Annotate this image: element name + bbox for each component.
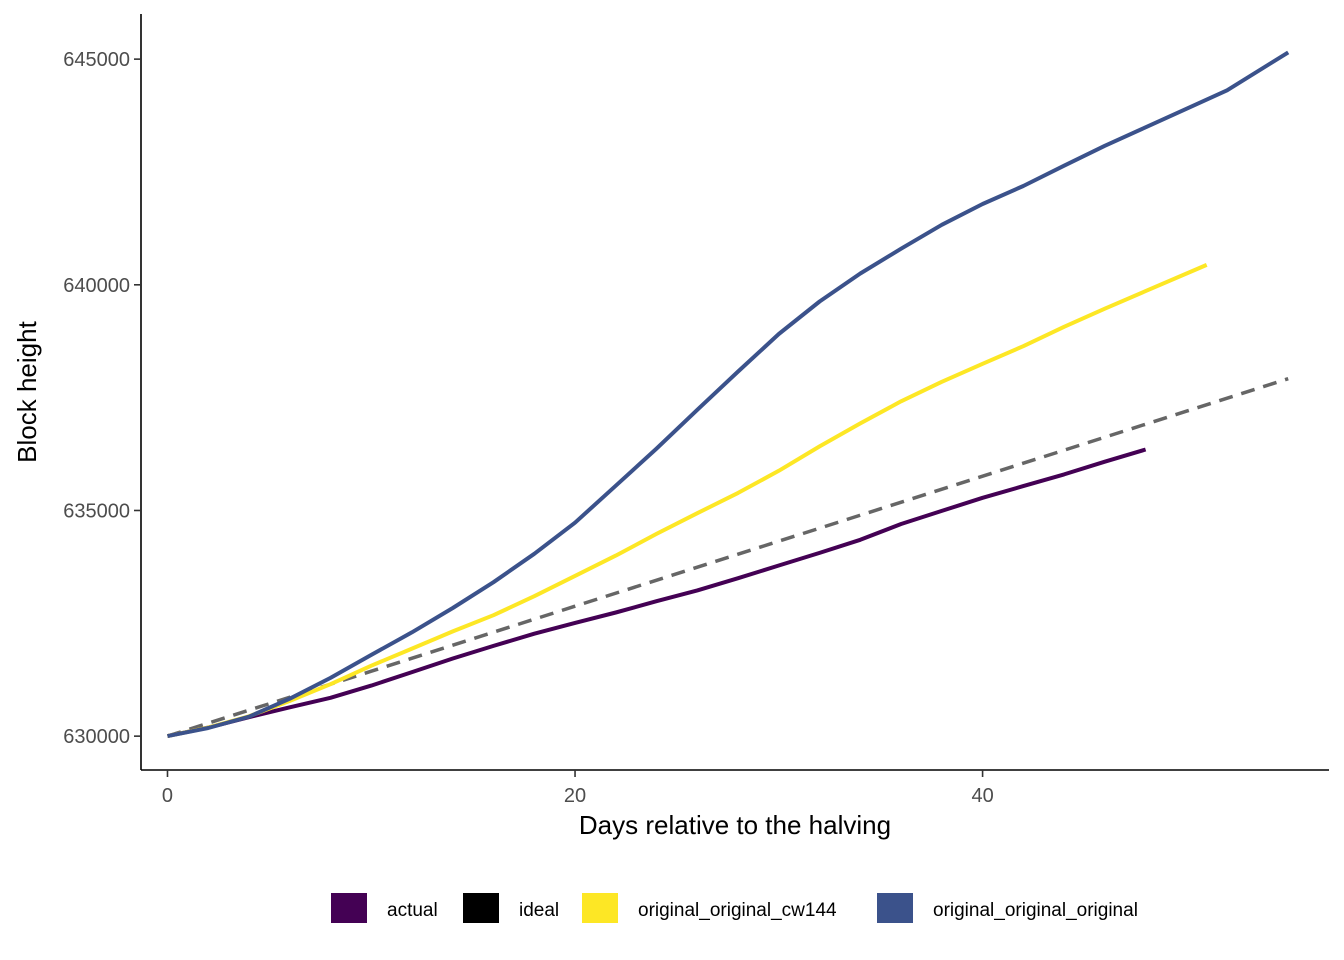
series-line-original-original-cw144	[167, 263, 1208, 739]
series-line-ideal	[166, 377, 1289, 738]
x-axis-ticks: 0 20 40	[162, 770, 994, 807]
series-line-actual	[167, 447, 1147, 739]
y-axis-ticks: 630000 635000 640000 645000	[63, 49, 141, 748]
legend: actual ideal original_original_cw144 ori…	[331, 893, 1138, 923]
series-layer	[166, 50, 1290, 739]
y-tick-label: 630000	[63, 726, 130, 748]
series-line-original-original-original	[167, 50, 1290, 739]
legend-swatch-original-original-original	[877, 893, 913, 923]
legend-label-actual: actual	[387, 900, 438, 921]
legend-swatch-actual	[331, 893, 367, 923]
y-tick-label: 635000	[63, 500, 130, 522]
y-tick-label: 640000	[63, 275, 130, 297]
legend-label-original-original-cw144: original_original_cw144	[638, 900, 837, 921]
y-tick-label: 645000	[63, 49, 130, 71]
legend-swatch-original-original-cw144	[582, 893, 618, 923]
x-tick-label: 20	[564, 785, 586, 807]
x-tick-label: 0	[162, 785, 173, 807]
legend-label-original-original-original: original_original_original	[933, 900, 1138, 921]
legend-label-ideal: ideal	[519, 900, 559, 921]
x-tick-label: 40	[971, 785, 993, 807]
x-axis-title: Days relative to the halving	[579, 810, 891, 840]
y-axis-title: Block height	[12, 320, 42, 462]
legend-swatch-ideal	[463, 893, 499, 923]
